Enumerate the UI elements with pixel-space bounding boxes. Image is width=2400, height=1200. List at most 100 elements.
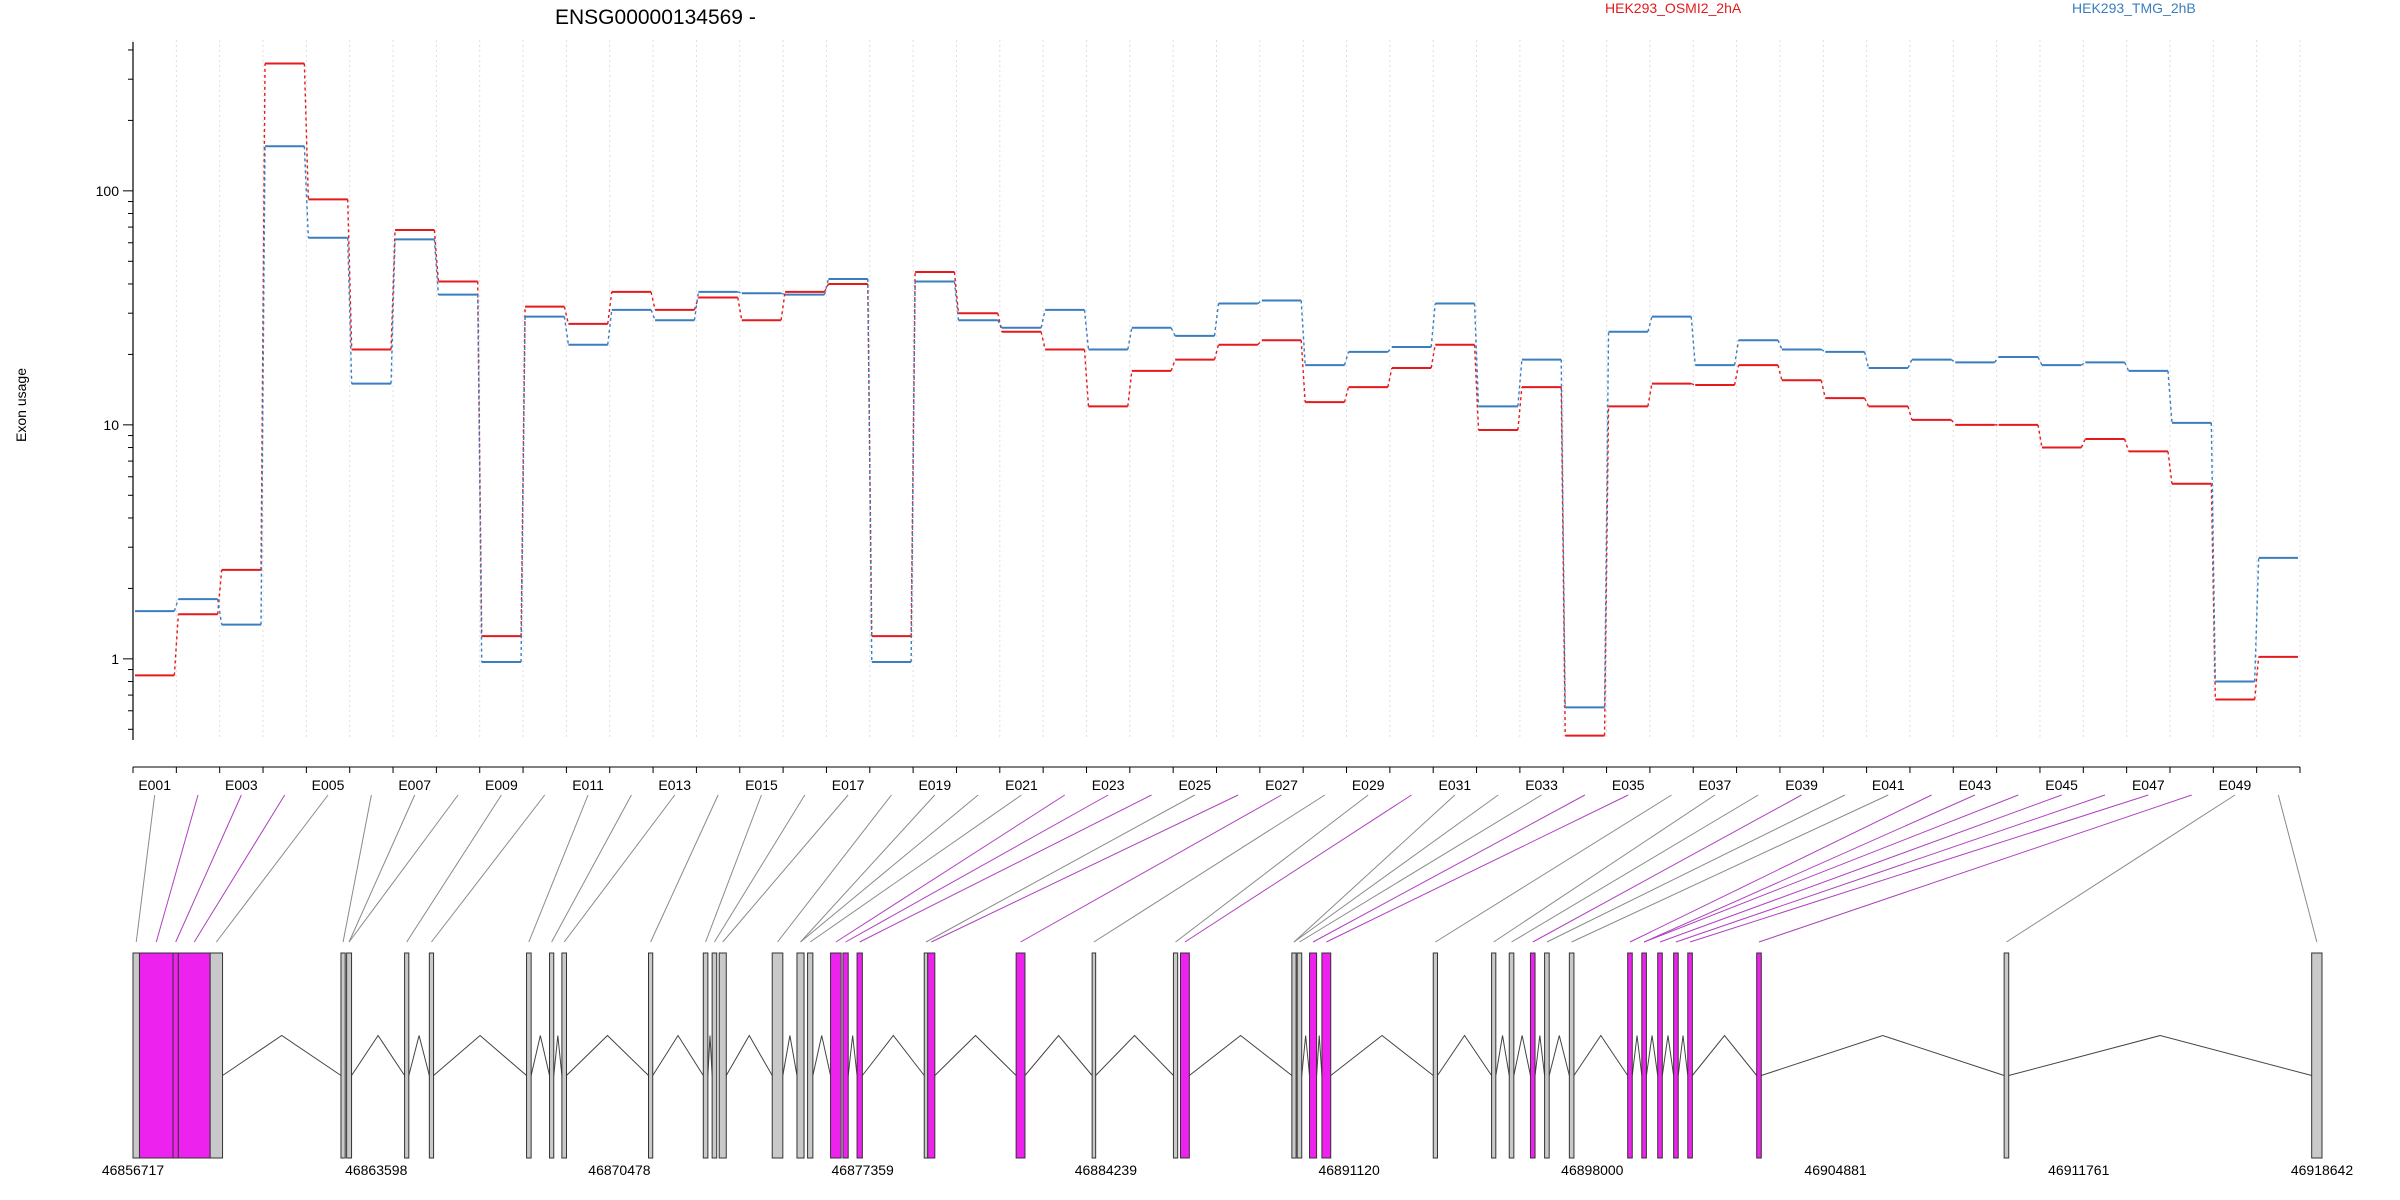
- series-connector-osmi2: [1691, 382, 1696, 386]
- series-connector-tmg: [1083, 309, 1090, 350]
- series-connector-tmg: [1517, 359, 1523, 407]
- series-connector-tmg: [2167, 370, 2173, 423]
- intron-line: [782, 1035, 798, 1076]
- intron-line: [1437, 1034, 1492, 1076]
- genomic-coordinate-label: 46870478: [588, 1162, 651, 1178]
- series-connector-tmg: [997, 319, 1003, 329]
- series-connector-tmg: [2253, 557, 2260, 682]
- series-connector-osmi2: [390, 230, 396, 350]
- exon-link-line: [1326, 794, 1629, 943]
- exon-link-line: [431, 794, 546, 943]
- series-connector-osmi2: [347, 199, 353, 350]
- series-connector-tmg: [477, 294, 483, 662]
- series-connector-tmg: [1300, 300, 1306, 366]
- exon-box: [404, 952, 410, 1159]
- exon-link-line: [175, 794, 242, 943]
- series-connector-osmi2: [1907, 406, 1913, 421]
- exon-label: E033: [1525, 777, 1558, 793]
- exon-box-significant: [1529, 952, 1536, 1159]
- intron-line: [1573, 1034, 1629, 1076]
- exon-box: [209, 952, 224, 1159]
- exon-link-line: [713, 794, 806, 943]
- series-connector-osmi2: [823, 283, 830, 293]
- exon-link-line: [551, 794, 632, 943]
- intron-line: [1677, 1035, 1689, 1076]
- series-connector-tmg: [693, 291, 700, 321]
- series-connector-tmg: [260, 146, 266, 625]
- series-connector-tmg: [780, 292, 786, 296]
- genomic-coordinate-label: 46898000: [1561, 1162, 1624, 1178]
- exon-label: E031: [1439, 777, 1472, 793]
- series-connector-osmi2: [2037, 424, 2043, 448]
- exon-label: E007: [398, 777, 431, 793]
- series-connector-tmg: [2037, 356, 2043, 366]
- exon-link-line: [1643, 794, 2019, 943]
- series-connector-tmg: [650, 309, 656, 321]
- intron-line: [861, 1034, 925, 1076]
- exon-link-line: [528, 794, 589, 943]
- exon-axis: E001 E003 E005 E007 E009 E011 E013 E015 E017 E019…: [132, 766, 2301, 793]
- exon-link-line: [1184, 794, 1412, 943]
- exon-box: [647, 952, 654, 1159]
- exon-box-significant: [1015, 952, 1026, 1159]
- intron-line: [812, 1035, 832, 1076]
- exon-box: [549, 952, 555, 1159]
- series-connector-tmg: [1690, 316, 1696, 366]
- legend-label-tmg: HEK293_TMG_2hB: [2072, 0, 2196, 16]
- series-connector-osmi2: [2253, 656, 2260, 700]
- exon-box-significant: [138, 952, 174, 1159]
- exon-link-line: [1571, 794, 1889, 943]
- exon-box: [1544, 952, 1550, 1159]
- intron-line: [725, 1034, 773, 1076]
- y-tick-label: 10: [103, 417, 119, 433]
- series-connector-tmg: [953, 281, 960, 321]
- genomic-coordinate-label: 46884239: [1075, 1162, 1138, 1178]
- exon-label: E021: [1005, 777, 1038, 793]
- exon-link-line: [348, 794, 416, 943]
- series-connector-osmi2: [1170, 359, 1176, 372]
- exon-link-lines: [135, 794, 2318, 943]
- exon-link-line: [1511, 794, 1759, 943]
- exon-box: [807, 952, 814, 1159]
- intron-line: [1513, 1035, 1531, 1076]
- exon-box: [132, 952, 140, 1159]
- exon-link-line: [2006, 794, 2236, 943]
- exon-link-line: [777, 794, 892, 943]
- series-connector-osmi2: [1083, 349, 1090, 407]
- series-connector-osmi2: [1950, 419, 1956, 426]
- series-connector-osmi2: [1343, 386, 1350, 403]
- intron-line: [408, 1035, 430, 1076]
- exon-label: E035: [1612, 777, 1645, 793]
- exon-box: [340, 952, 346, 1159]
- intron-line: [847, 1035, 858, 1076]
- series-connector-osmi2: [173, 614, 180, 676]
- exon-link-line: [193, 794, 286, 943]
- exon-link-line: [1643, 794, 1976, 943]
- exon-link-line: [348, 794, 459, 943]
- series-connector-osmi2: [1213, 344, 1220, 360]
- series-connector-tmg: [1560, 359, 1566, 708]
- exon-label: E013: [658, 777, 691, 793]
- genomic-coordinate-label: 46856717: [102, 1162, 165, 1178]
- series-connector-osmi2: [303, 63, 310, 200]
- exon-link-line: [1659, 794, 2062, 943]
- intron-line: [1645, 1035, 1659, 1076]
- exon-link-line: [1758, 794, 2192, 943]
- exon-box-significant: [1309, 952, 1318, 1159]
- exon-box-significant: [177, 952, 211, 1159]
- exon-box: [711, 952, 718, 1159]
- series-connector-tmg: [390, 239, 396, 384]
- intron-line: [222, 1034, 342, 1076]
- exon-label: E049: [2219, 777, 2252, 793]
- exon-box: [1432, 952, 1438, 1159]
- exon-link-line: [1093, 794, 1326, 943]
- series-connector-tmg: [1777, 339, 1783, 350]
- series-connector-osmi2: [1300, 340, 1306, 403]
- series-connector-tmg: [347, 237, 353, 384]
- intron-line: [1095, 1034, 1174, 1076]
- y-tick-label: 100: [96, 183, 120, 199]
- series-connector-tmg: [1950, 359, 1956, 363]
- exon-label: E015: [745, 777, 778, 793]
- series-connector-tmg: [2210, 422, 2217, 682]
- series-connector-osmi2: [693, 297, 700, 311]
